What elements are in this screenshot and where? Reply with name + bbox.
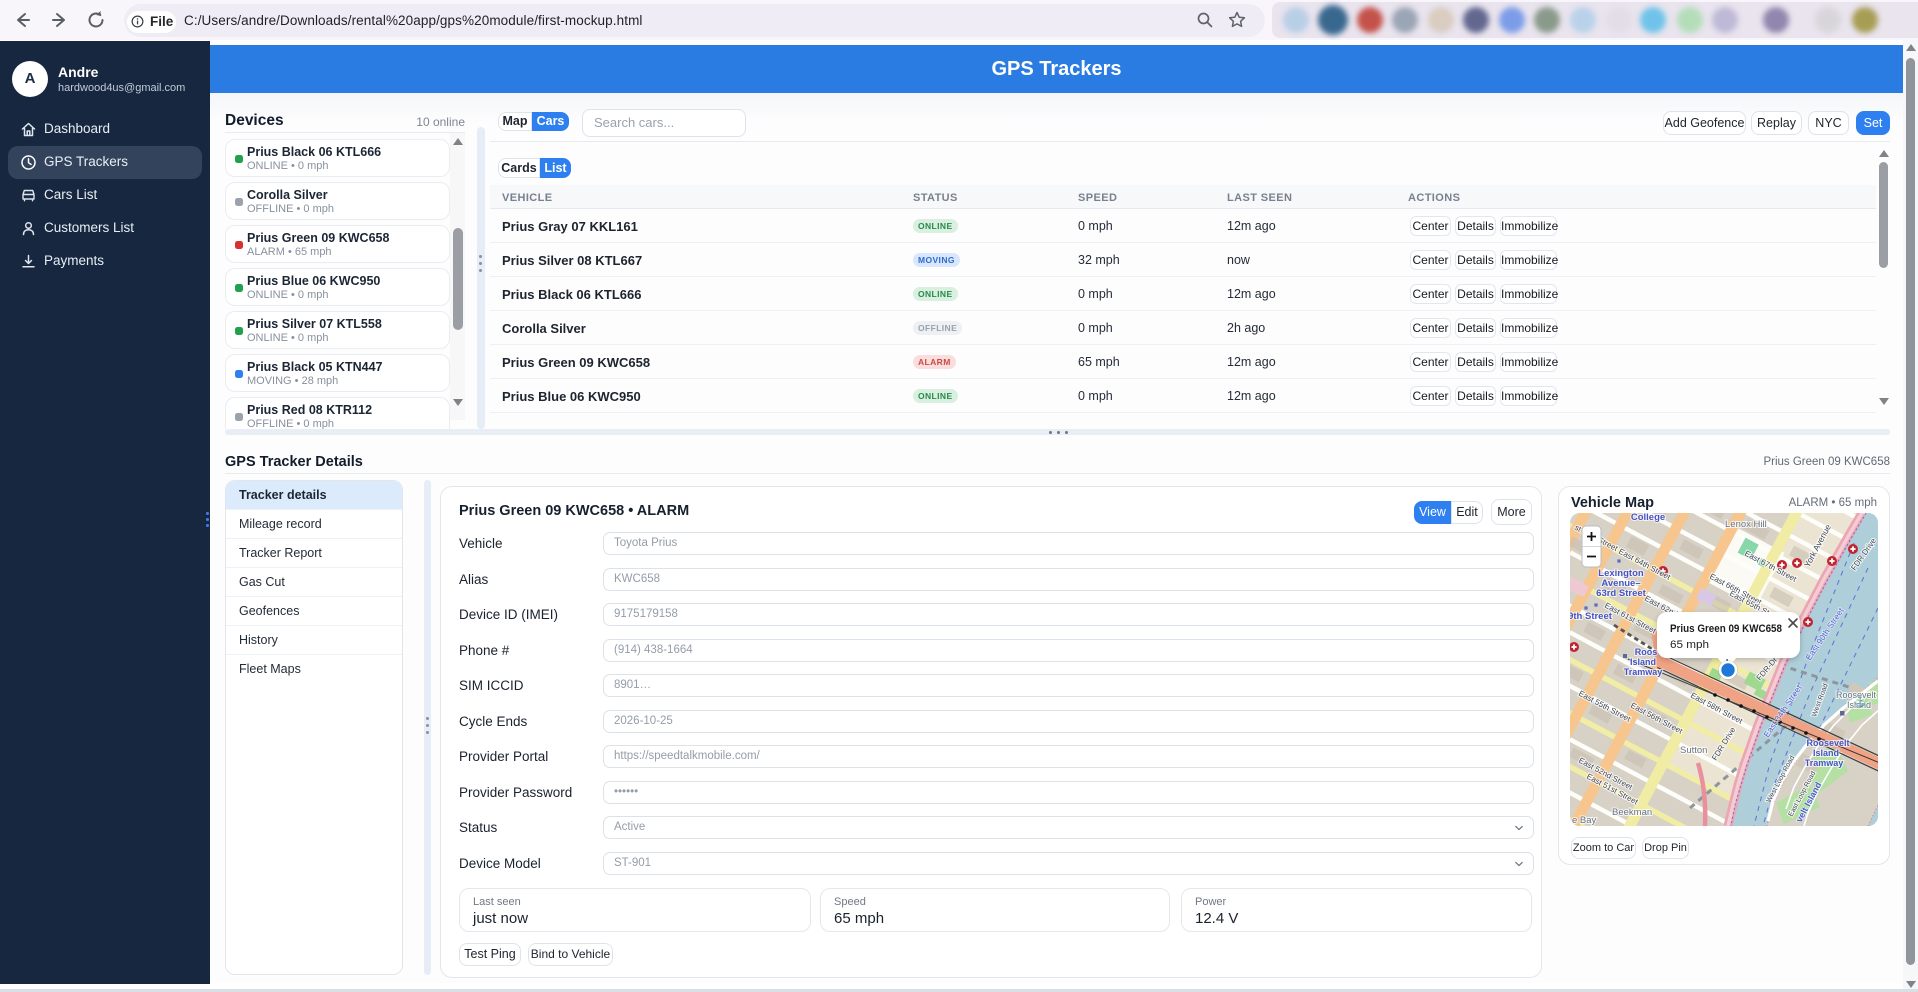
svg-text:Prius Green 09 KWC658: Prius Green 09 KWC658 (1670, 623, 1782, 635)
svg-text:Tramway: Tramway (1805, 758, 1844, 768)
svg-text:Island: Island (1813, 748, 1839, 758)
svg-text:Beekman: Beekman (1612, 807, 1652, 818)
svg-text:65 mph: 65 mph (1670, 639, 1709, 651)
svg-text:Roosevelt: Roosevelt (1806, 738, 1849, 748)
svg-text:Sutton: Sutton (1680, 745, 1707, 756)
svg-text:Tramway: Tramway (1624, 667, 1663, 677)
svg-text:Roos: Roos (1635, 647, 1658, 657)
svg-text:e Bay: e Bay (1572, 815, 1597, 826)
svg-text:College: College (1631, 513, 1665, 523)
svg-text:9th Street: 9th Street (1570, 611, 1613, 622)
svg-text:Roosevelt: Roosevelt (1836, 690, 1877, 700)
svg-text:Lexington: Lexington (1598, 568, 1644, 579)
svg-text:Avenue–: Avenue– (1601, 578, 1640, 589)
svg-text:Island: Island (1847, 700, 1871, 710)
svg-text:Island: Island (1630, 657, 1656, 667)
svg-text:Lenox Hill: Lenox Hill (1725, 519, 1767, 530)
svg-text:63rd Street: 63rd Street (1596, 588, 1646, 599)
svg-text:⚓: ⚓ (1854, 695, 1866, 708)
